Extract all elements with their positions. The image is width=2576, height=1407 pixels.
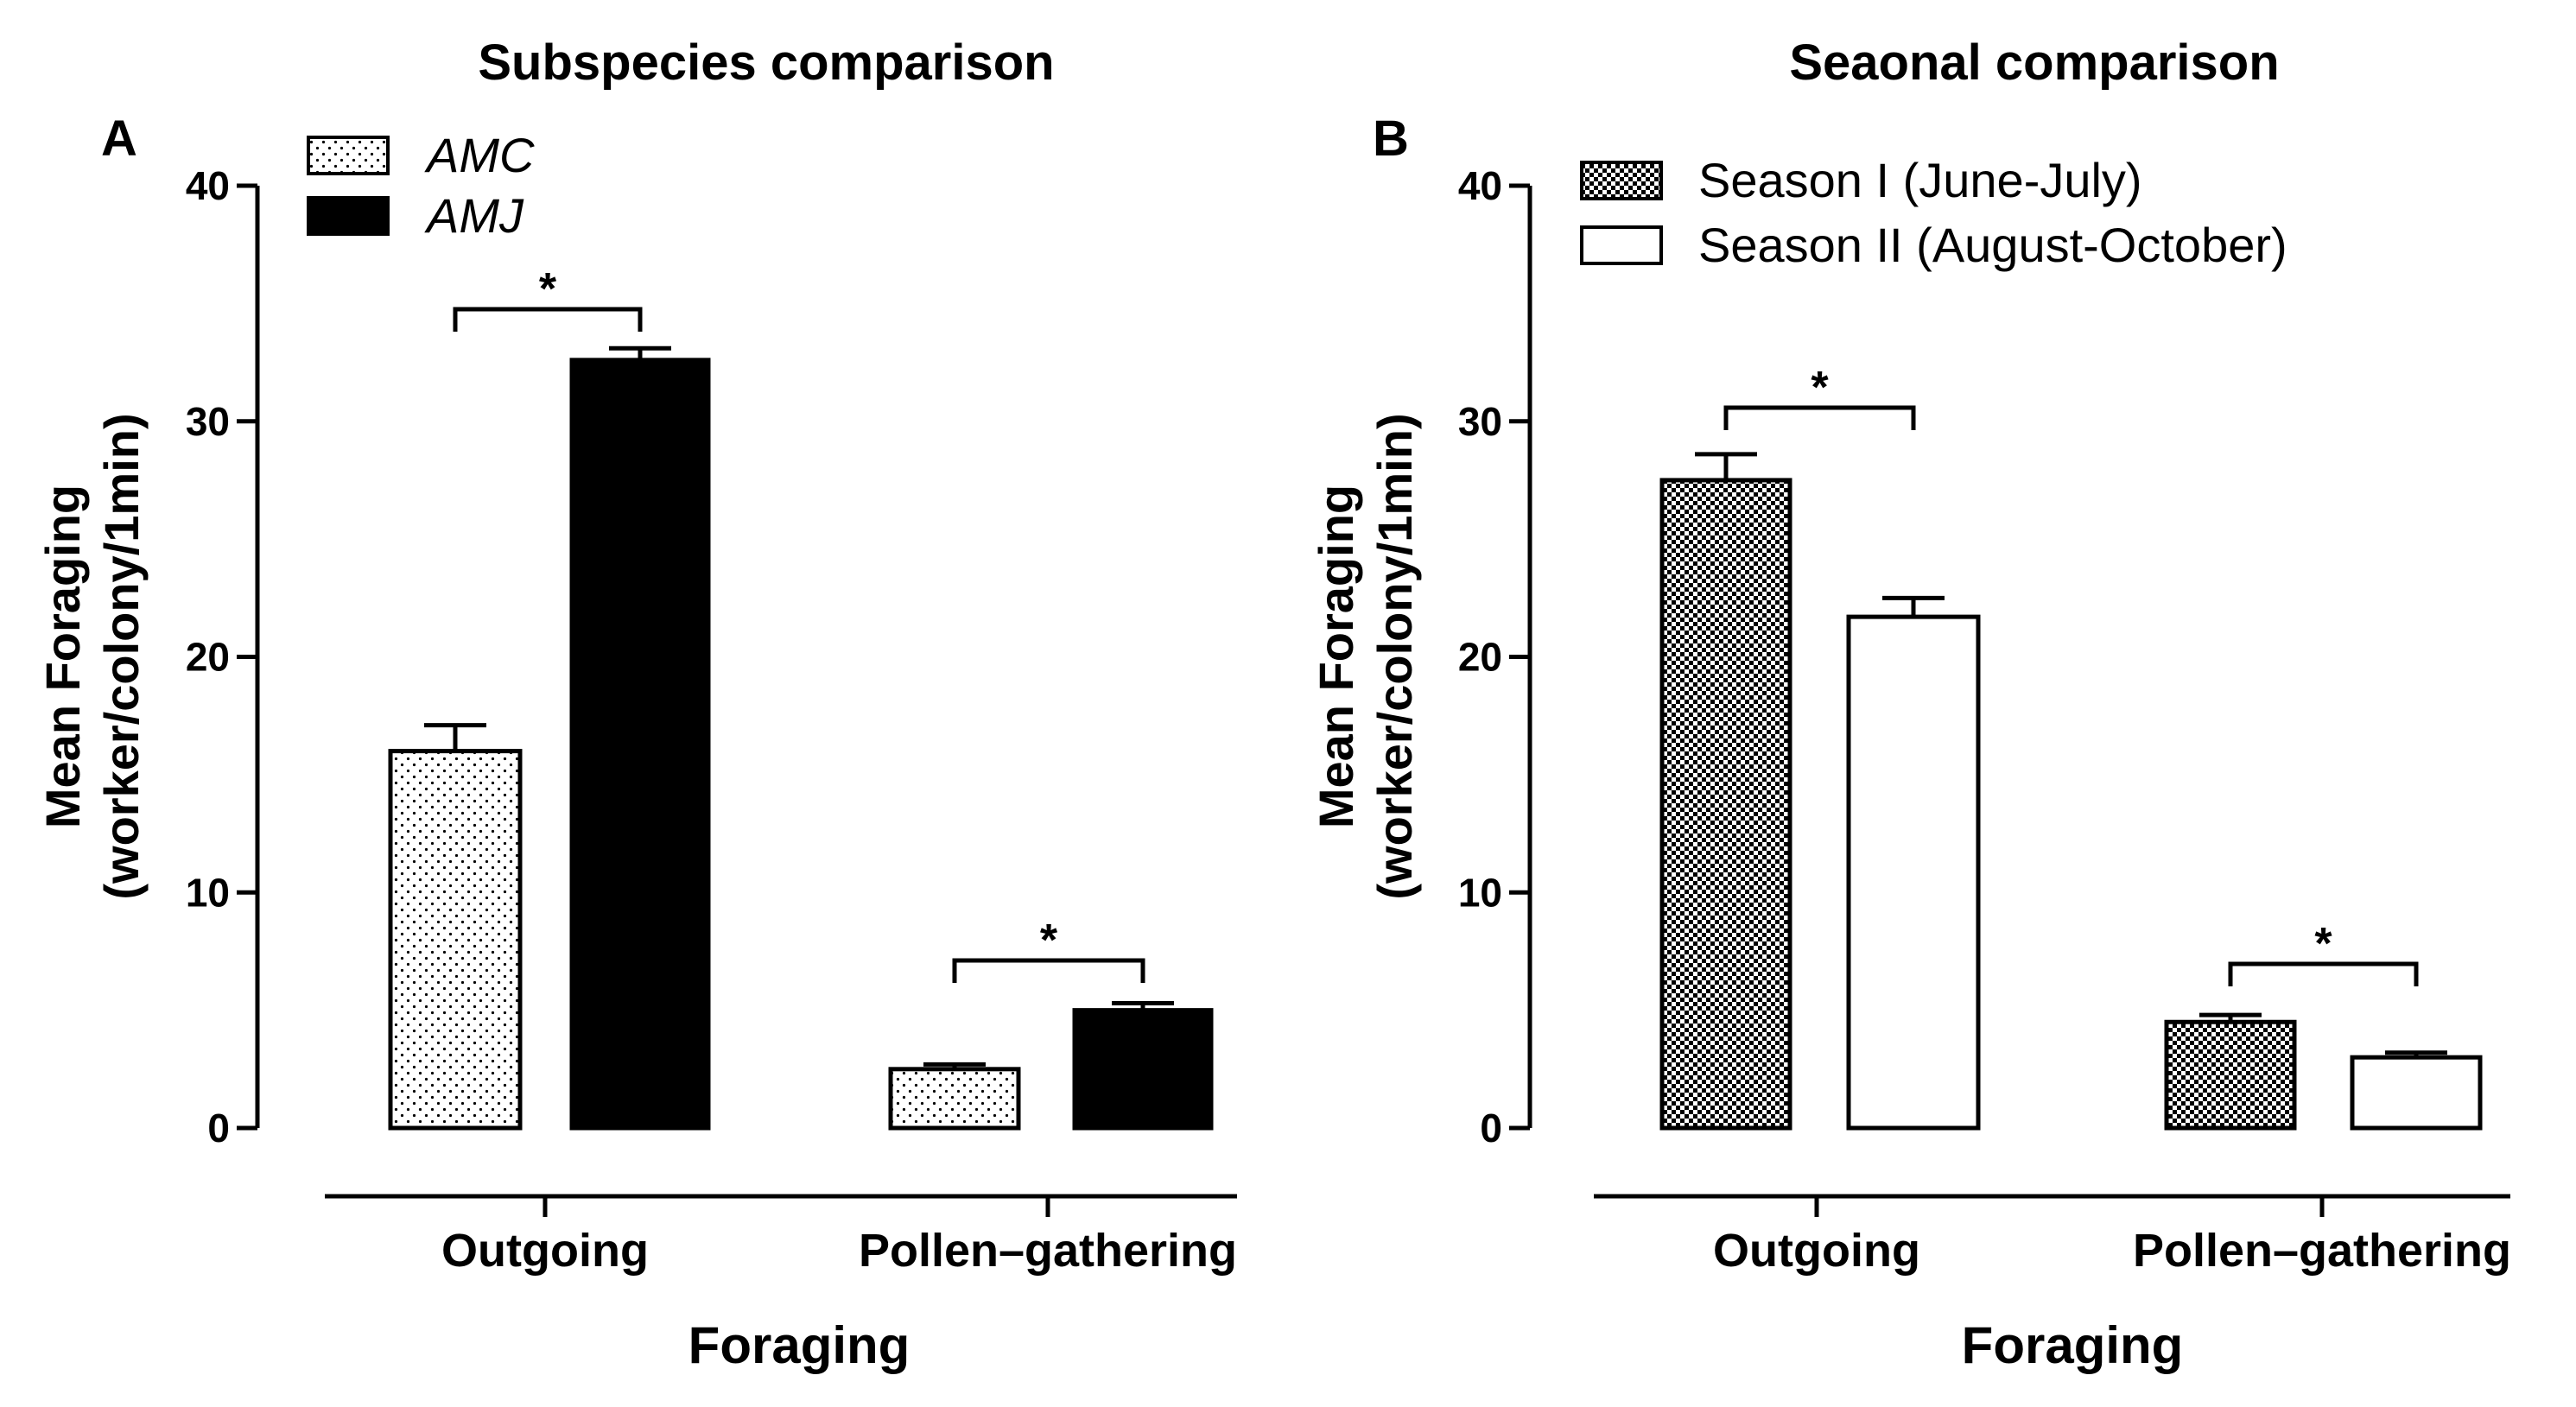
y-tick-label: 0: [1480, 1106, 1502, 1150]
legend-swatch-open: [1580, 225, 1663, 265]
y-tick-label: 20: [1458, 635, 1502, 680]
panel-letter: B: [1373, 111, 1409, 167]
significance-bracket: [1723, 405, 1916, 430]
x-tick-label: Outgoing: [441, 1225, 649, 1277]
x-axis-label: Foraging: [1962, 1316, 2184, 1374]
legend-label: AMJ: [424, 188, 524, 243]
y-axis-label-units: (worker/colony/1min): [94, 413, 149, 899]
panel-letter: A: [101, 111, 137, 167]
y-tick-label: 20: [186, 635, 230, 680]
x-tick-label: Pollen–gathering: [2133, 1225, 2511, 1277]
bar-open: [2350, 1055, 2483, 1131]
legend-swatch-dots: [307, 136, 390, 175]
y-tick-label: 40: [1458, 163, 1502, 208]
y-tick-label: 30: [1458, 399, 1502, 444]
x-tick-label: Outgoing: [1713, 1225, 1920, 1277]
significance-star: *: [2314, 919, 2332, 969]
bar-dots: [888, 1067, 1021, 1131]
chart-panel-b: Seaonal comparison B 0 10 20 30 40 Mean Foragin…: [1309, 35, 2511, 1374]
y-tick-label: 10: [1458, 870, 1502, 915]
y-tick-label: 40: [186, 163, 230, 208]
legend-label: Season II (August-October): [1698, 218, 2287, 272]
legend-swatch-solid: [307, 196, 390, 236]
bar-dots: [388, 749, 523, 1131]
bar-checker: [2164, 1019, 2297, 1131]
significance-bracket: [952, 958, 1145, 983]
bar-open: [1846, 614, 1981, 1131]
significance-star: *: [539, 264, 557, 314]
legend-label: AMC: [424, 128, 535, 182]
significance-star: *: [1811, 363, 1829, 413]
chart-panel-a: Subspecies comparison A 0 10 20 30 40 Mean Fora…: [35, 35, 1237, 1374]
y-tick-label: 10: [186, 870, 230, 915]
y-tick-label: 0: [207, 1106, 230, 1150]
bar-solid: [569, 358, 711, 1131]
bar-solid: [1072, 1008, 1214, 1131]
legend-swatch-checker: [1580, 161, 1663, 200]
chart-title: Seaonal comparison: [1789, 35, 2279, 91]
bar-checker: [1659, 478, 1792, 1131]
y-axis-label: Mean Foraging: [1309, 485, 1363, 828]
y-axis-label-units: (worker/colony/1min): [1367, 413, 1422, 899]
y-tick-label: 30: [186, 399, 230, 444]
legend-label: Season I (June-July): [1698, 153, 2142, 207]
chart-title: Subspecies comparison: [478, 35, 1054, 91]
y-axis-label: Mean Foraging: [35, 485, 90, 828]
significance-bracket: [453, 307, 643, 332]
x-axis-label: Foraging: [688, 1316, 910, 1374]
significance-bracket: [2228, 961, 2419, 986]
x-tick-label: Pollen–gathering: [859, 1225, 1237, 1277]
significance-star: *: [1040, 916, 1058, 966]
